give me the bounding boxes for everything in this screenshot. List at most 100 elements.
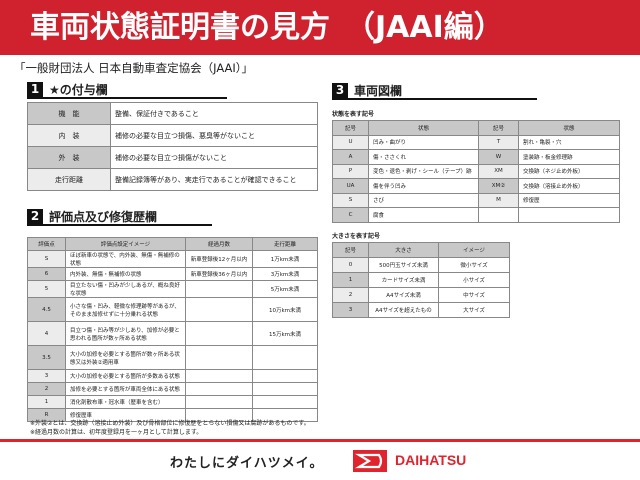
section2-heading: 2 評価点及び修復歴欄 [27, 209, 212, 226]
notes: ※外装②とは、交換跡（溶接止め外装）及び骨格部位に修復歴をとらない損傷又は腐跡が… [30, 419, 310, 437]
state: さび [368, 192, 479, 208]
symbol: U [332, 134, 369, 150]
table-row: 4 目立つ傷・凹み等が少しあり、加修が必要と思われる箇所が数ヶ所ある状態 15万km… [27, 321, 318, 346]
state: 凹み・曲がり [368, 134, 479, 150]
table-row: S ほぼ新車の状態で、内外装、無傷・無補修の状態 新車登録後12ヶ月以内 1万km未満 [27, 250, 318, 268]
elapsed-months [185, 280, 253, 298]
score-description: 大小の加修を必要とする箇所が多数ある状態 [65, 369, 186, 383]
score: 1 [27, 395, 66, 409]
table-row: U 凹み・曲がり T 割れ・亀裂・穴 [332, 134, 620, 150]
image: 小サイズ [438, 272, 510, 288]
slogan-logo: わたしにダイハツメイ。 [170, 456, 324, 471]
image: 大サイズ [438, 302, 510, 318]
col-header: 記号 [332, 120, 369, 136]
col-header: 状態 [368, 120, 479, 136]
section-number: 3 [332, 83, 348, 98]
size-symbol-table: 記号 大きさ イメージ 0 500円玉サイズ未満 微小サイズ 1 カードサイズ未満 小サイ… [332, 242, 510, 318]
table-row: 5 目立たない傷・凹みが少しあるが、概ね良好な状態 5万km未満 [27, 280, 318, 298]
state-symbols-label: 状態を表す記号 [332, 111, 375, 118]
score: S [27, 250, 66, 268]
table-row: UA 傷を伴う凹み XM② 交換跡（溶接止め外板） [332, 178, 620, 194]
elapsed-months: 新車登録後12ヶ月以内 [185, 250, 253, 268]
table-row: 機 能整備、保証付きであること [27, 102, 318, 125]
mileage [252, 369, 318, 383]
score: 5 [27, 280, 66, 298]
state: 変色・退色・剥げ・シール（テープ）跡 [368, 163, 479, 179]
state-symbol-table: 記号 状態 記号 状態 U 凹み・曲がり T 割れ・亀裂・穴 A 傷・ささくれ W 塗装跡・板… [332, 120, 620, 223]
score-description: 大小の加修を必要とする箇所が数ヶ所ある状態又は外装②適用車 [65, 345, 186, 370]
score-description: 小さな傷・凹み、軽微な修理跡等があるが、そのまま加修せずに十分乗れる状態 [65, 297, 186, 322]
table-row: 3 大小の加修を必要とする箇所が多数ある状態 [27, 369, 318, 383]
table-row: 2 加修を必要とする箇所が車両全体にある状態 [27, 382, 318, 396]
mileage [252, 408, 318, 422]
table-row: 外 装補修の必要な目立つ損傷がないこと [27, 146, 318, 169]
symbol: S [332, 192, 369, 208]
state: 修復歴 [518, 192, 620, 208]
state: 交換跡（ネジ止め外板） [518, 163, 620, 179]
state: 腐食 [368, 207, 479, 223]
row-key: 走行距離 [27, 168, 111, 191]
state: 割れ・亀裂・穴 [518, 134, 620, 150]
size: カードサイズ未満 [368, 272, 439, 288]
mileage [252, 345, 318, 370]
col-header: 走行距離 [252, 237, 318, 251]
mileage [252, 382, 318, 396]
table-row: 6 内外装、無傷・無補修の状態 新車登録後36ヶ月以内 3万km未満 [27, 267, 318, 281]
state [518, 207, 620, 223]
brand-name: DAIHATSU [395, 452, 467, 468]
score-description: 目立つ傷・凹み等が少しあり、加修が必要と思われる箇所が数ヶ所ある状態 [65, 321, 186, 346]
mileage: 3万km未満 [252, 267, 318, 281]
score: R [27, 408, 66, 422]
score: 4.5 [27, 297, 66, 322]
size: A4サイズ未満 [368, 287, 439, 303]
state: 交換跡（溶接止め外板） [518, 178, 620, 194]
symbol: 0 [332, 257, 369, 273]
elapsed-months [185, 297, 253, 322]
table-row: 0 500円玉サイズ未満 微小サイズ [332, 257, 510, 273]
score: 3 [27, 369, 66, 383]
section3-heading: 3 車両図欄 [332, 83, 537, 100]
score-table: 評価点 評価点設定イメージ 経過月数 走行距離 S ほぼ新車の状態で、内外装、無傷… [27, 237, 318, 422]
size: 500円玉サイズ未満 [368, 257, 439, 273]
symbol: XM② [478, 178, 519, 194]
row-key: 内 装 [27, 124, 111, 147]
col-header: 評価点 [27, 237, 66, 251]
note: ※外装②とは、交換跡（溶接止め外装）及び骨格部位に修復歴をとらない損傷又は腐跡が… [30, 420, 310, 427]
table-row: C 腐食 [332, 207, 620, 223]
section1-heading: 1 ★の付与欄 [27, 82, 227, 99]
elapsed-months [185, 345, 253, 370]
image: 微小サイズ [438, 257, 510, 273]
section-title: 評価点及び修復歴欄 [49, 210, 158, 224]
table-row: S さび M 修復歴 [332, 192, 620, 208]
mileage: 1万km未満 [252, 250, 318, 268]
table-row: 内 装補修の必要な目立つ損傷、悪臭等がないこと [27, 124, 318, 147]
mileage [252, 395, 318, 409]
size: A4サイズを超えたもの [368, 302, 439, 318]
table-row: 1 消化剤散布車・冠水車（歴車を含む） [27, 395, 318, 409]
col-header: 記号 [478, 120, 519, 136]
state: 塗装跡・板金修理跡 [518, 149, 620, 165]
symbol: C [332, 207, 369, 223]
table-row: 走行距離 整備記録簿等があり、実走行であることが確認できること [27, 168, 318, 191]
table-row: R 修復歴車 [27, 408, 318, 422]
organization-name: 「一般財団法人 日本自動車査定協会（JAAI）」 [14, 61, 254, 75]
score-description: 内外装、無傷・無補修の状態 [65, 267, 186, 281]
elapsed-months: 新車登録後36ヶ月以内 [185, 267, 253, 281]
note: ※経過月数の計算は、初年度登録月を一ヶ月として計算します。 [30, 429, 203, 436]
symbol: 1 [332, 272, 369, 288]
score: 4 [27, 321, 66, 346]
row-value: 補修の必要な目立つ損傷がないこと [110, 146, 318, 169]
table-row: 2 A4サイズ未満 中サイズ [332, 287, 510, 303]
score: 6 [27, 267, 66, 281]
col-header: 状態 [518, 120, 620, 136]
table-row: 1 カードサイズ未満 小サイズ [332, 272, 510, 288]
score-description: ほぼ新車の状態で、内外装、無傷・無補修の状態 [65, 250, 186, 268]
col-header: イメージ [438, 242, 510, 258]
symbol: M [478, 192, 519, 208]
symbol [478, 207, 519, 223]
symbol: 2 [332, 287, 369, 303]
symbol: UA [332, 178, 369, 194]
mileage: 15万km未満 [252, 321, 318, 346]
section-number: 1 [27, 82, 43, 97]
symbol: W [478, 149, 519, 165]
